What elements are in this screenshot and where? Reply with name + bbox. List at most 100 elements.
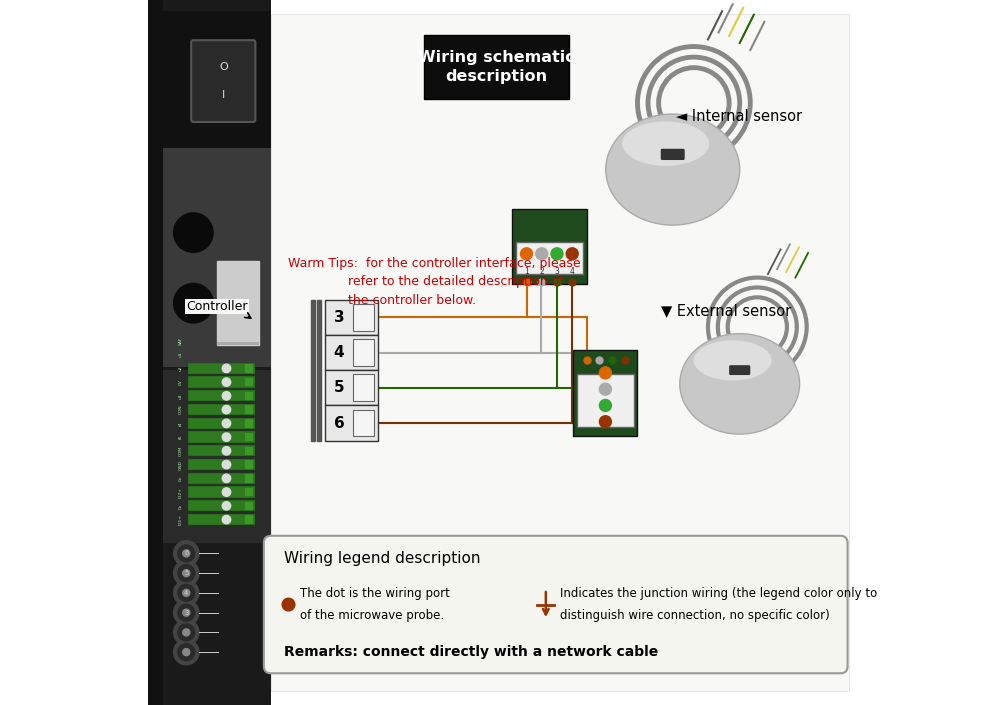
Text: SAF: SAF <box>179 337 183 345</box>
FancyBboxPatch shape <box>516 242 583 274</box>
Text: olidesmart: olidesmart <box>682 376 741 386</box>
FancyBboxPatch shape <box>661 149 685 160</box>
FancyBboxPatch shape <box>512 209 587 284</box>
Bar <box>353 374 374 401</box>
Text: Wiring schematic
description: Wiring schematic description <box>418 49 575 85</box>
Text: 5: 5 <box>184 570 188 576</box>
Text: 4: 4 <box>334 345 344 360</box>
Text: u1: u1 <box>179 352 183 357</box>
Circle shape <box>174 213 213 252</box>
Circle shape <box>178 624 195 641</box>
Circle shape <box>521 247 533 259</box>
FancyBboxPatch shape <box>245 405 253 414</box>
FancyBboxPatch shape <box>188 390 255 401</box>
Circle shape <box>174 639 199 665</box>
Text: 6: 6 <box>334 415 344 431</box>
Circle shape <box>183 649 190 656</box>
Circle shape <box>222 447 231 455</box>
Text: distinguish wire connection, no specific color): distinguish wire connection, no specific… <box>560 608 830 622</box>
Circle shape <box>183 609 190 616</box>
Ellipse shape <box>606 114 740 225</box>
Ellipse shape <box>694 341 772 381</box>
FancyBboxPatch shape <box>163 370 271 543</box>
Bar <box>325 300 378 335</box>
FancyBboxPatch shape <box>245 488 253 496</box>
FancyBboxPatch shape <box>188 472 255 484</box>
FancyBboxPatch shape <box>271 14 849 691</box>
Text: 3: 3 <box>184 610 189 615</box>
Circle shape <box>599 383 611 395</box>
Text: 0v: 0v <box>179 503 183 508</box>
Text: Controller: Controller <box>186 300 247 313</box>
Circle shape <box>174 541 199 566</box>
Circle shape <box>174 580 199 606</box>
FancyBboxPatch shape <box>245 433 253 441</box>
FancyBboxPatch shape <box>245 502 253 510</box>
Circle shape <box>599 400 611 412</box>
Bar <box>353 410 374 436</box>
FancyBboxPatch shape <box>188 514 255 525</box>
FancyBboxPatch shape <box>148 0 271 705</box>
Bar <box>325 370 378 405</box>
Bar <box>325 335 378 370</box>
FancyBboxPatch shape <box>188 376 255 388</box>
FancyBboxPatch shape <box>188 486 255 498</box>
Circle shape <box>222 392 231 400</box>
FancyBboxPatch shape <box>573 350 637 436</box>
Text: of the microwave probe.: of the microwave probe. <box>300 608 445 622</box>
Circle shape <box>174 600 199 625</box>
Text: 2: 2 <box>539 267 544 276</box>
Text: t4: t4 <box>179 421 183 426</box>
Circle shape <box>222 460 231 469</box>
FancyBboxPatch shape <box>245 447 253 455</box>
Bar <box>353 304 374 331</box>
Text: t5: t5 <box>179 435 183 439</box>
FancyBboxPatch shape <box>245 460 253 469</box>
FancyBboxPatch shape <box>188 431 255 443</box>
Text: 0V: 0V <box>179 379 183 385</box>
Text: u3: u3 <box>179 393 183 398</box>
Circle shape <box>222 433 231 441</box>
FancyBboxPatch shape <box>245 364 253 372</box>
Text: DI2+: DI2+ <box>179 486 183 498</box>
Text: O: O <box>219 62 228 72</box>
FancyBboxPatch shape <box>245 378 253 386</box>
Text: The dot is the wiring port: The dot is the wiring port <box>300 587 450 601</box>
FancyBboxPatch shape <box>163 656 271 705</box>
Bar <box>317 300 321 441</box>
FancyBboxPatch shape <box>245 474 253 482</box>
FancyBboxPatch shape <box>163 148 271 367</box>
Circle shape <box>566 247 578 259</box>
Circle shape <box>222 364 231 372</box>
Text: 4: 4 <box>184 590 188 596</box>
Circle shape <box>174 560 199 586</box>
Circle shape <box>183 550 190 557</box>
FancyBboxPatch shape <box>188 446 255 457</box>
Text: Wiring legend description: Wiring legend description <box>284 551 480 566</box>
Text: 3: 3 <box>334 309 344 325</box>
Text: 1: 1 <box>524 267 529 276</box>
Circle shape <box>178 584 195 601</box>
Circle shape <box>536 247 548 259</box>
Circle shape <box>599 367 611 379</box>
FancyBboxPatch shape <box>163 11 271 148</box>
Circle shape <box>222 474 231 482</box>
Circle shape <box>183 629 190 636</box>
Circle shape <box>183 589 190 596</box>
Text: COM: COM <box>179 446 183 456</box>
Text: I: I <box>222 90 225 100</box>
FancyBboxPatch shape <box>424 35 569 99</box>
Text: Remarks: connect directly with a network cable: Remarks: connect directly with a network… <box>284 645 658 659</box>
Ellipse shape <box>622 121 709 166</box>
Circle shape <box>282 598 295 611</box>
FancyBboxPatch shape <box>188 417 255 429</box>
Text: 4: 4 <box>570 267 575 276</box>
FancyBboxPatch shape <box>188 404 255 415</box>
Circle shape <box>174 283 213 323</box>
Text: Warm Tips:  for the controller interface, please
               refer to the det: Warm Tips: for the controller interface,… <box>288 257 581 307</box>
Text: Indicates the junction wiring (the legend color only to: Indicates the junction wiring (the legen… <box>560 587 877 601</box>
FancyBboxPatch shape <box>245 419 253 427</box>
FancyBboxPatch shape <box>188 362 255 374</box>
Circle shape <box>178 545 195 562</box>
Circle shape <box>174 620 199 645</box>
